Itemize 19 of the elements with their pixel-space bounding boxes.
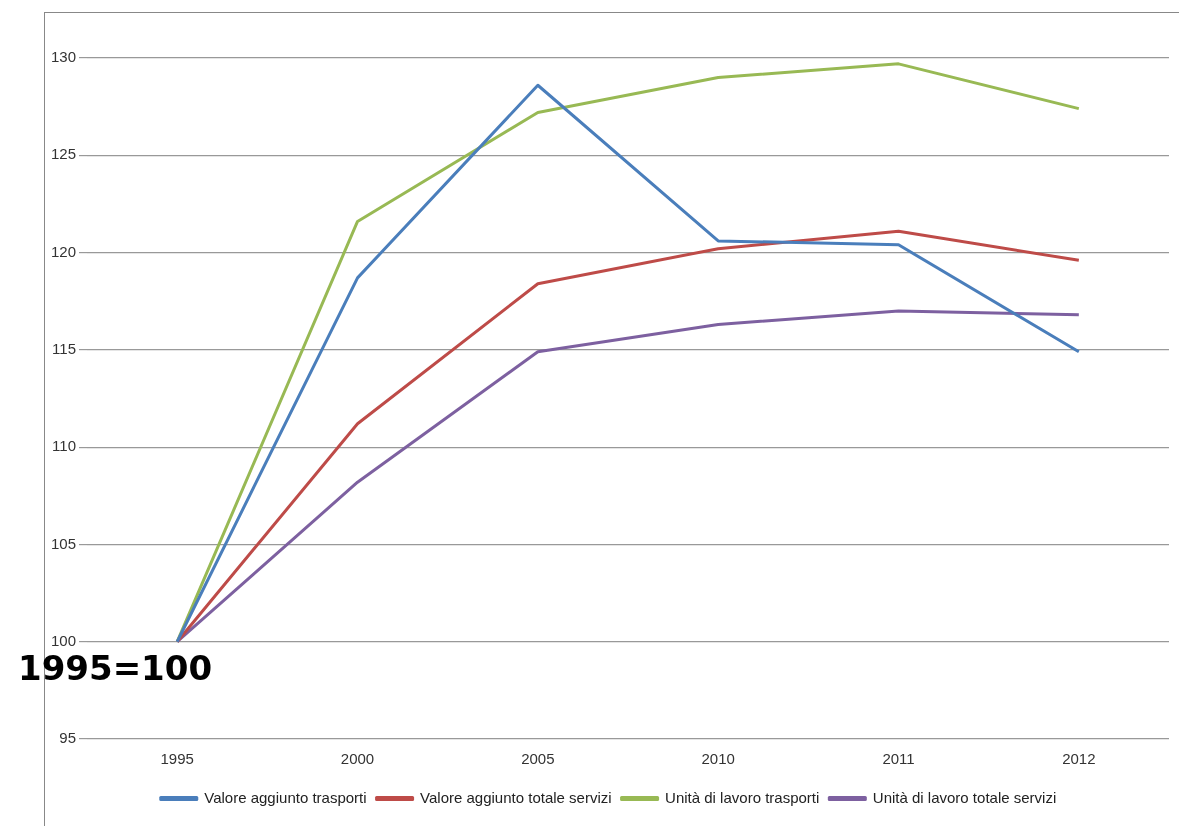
y-tick-label: 95 (59, 729, 77, 747)
x-tick-label: 2010 (701, 750, 735, 768)
x-tick-label: 2000 (340, 750, 375, 768)
legend-label: Valore aggiunto totale servizi (420, 788, 612, 806)
x-tick-label: 1995 (160, 750, 194, 768)
y-tick-label: 100 (51, 631, 77, 649)
annotation: 1995=100 (18, 647, 213, 688)
x-tick-label: 2005 (521, 750, 555, 768)
legend-label: Valore aggiunto trasporti (204, 788, 367, 806)
y-tick-label: 125 (51, 145, 77, 163)
x-tick-label: 2011 (882, 750, 915, 768)
y-tick-label: 120 (51, 242, 77, 260)
legend-label: Unità di lavoro trasporti (665, 788, 820, 806)
legend-label: Unità di lavoro totale servizi (872, 788, 1057, 806)
y-tick-label: 110 (52, 437, 77, 455)
y-tick-label: 105 (51, 534, 77, 552)
y-tick-label: 130 (51, 48, 77, 66)
y-tick-label: 115 (52, 340, 77, 357)
x-tick-label: 2012 (1062, 750, 1096, 768)
